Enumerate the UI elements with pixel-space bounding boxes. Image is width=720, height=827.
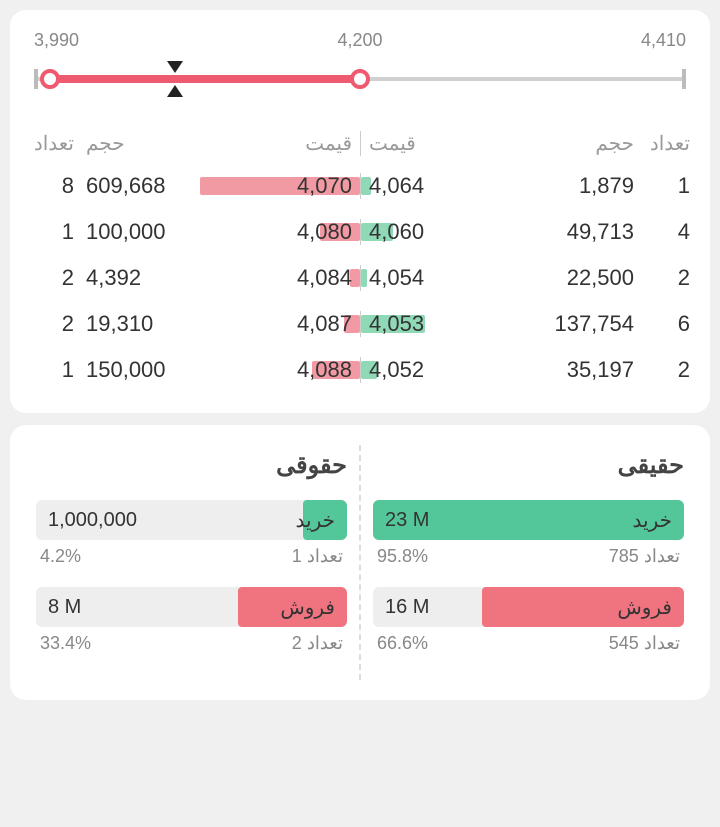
order-book-row[interactable]: 8609,668 4,070 4,064 1,8791 [30, 163, 690, 209]
legal-column: حقوقی 1,000,000 خرید 4.2% تعداد 1 8 M فر… [30, 445, 353, 680]
buy-volume: 1,879 [520, 173, 640, 199]
trader-type-card: حقوقی 1,000,000 خرید 4.2% تعداد 1 8 M فر… [10, 425, 710, 700]
sell-count: 2 [30, 265, 80, 291]
buy-count: 2 [640, 265, 690, 291]
sell-count: 1 [30, 357, 80, 383]
sell-volume: 100,000 [80, 219, 200, 245]
sell-price-cell: 4,088 [200, 357, 360, 383]
header-sell-price: قیمت [200, 131, 360, 156]
slider-tick-left [34, 69, 38, 89]
sell-volume: 19,310 [80, 311, 200, 337]
header-buy-vol: حجم [520, 131, 640, 156]
real-buy-sub: 95.8% تعداد 785 [373, 546, 684, 567]
order-book-header: تعداد حجم قیمت قیمت حجم تعداد [30, 123, 690, 163]
sell-price: 4,084 [297, 265, 352, 290]
buy-bar [361, 269, 367, 287]
sell-price-cell: 4,087 [200, 311, 360, 337]
sell-label: فروش [280, 595, 335, 620]
order-book-row[interactable]: 1150,000 4,088 4,052 35,1972 [30, 347, 690, 393]
column-separator [359, 445, 361, 680]
order-book: تعداد حجم قیمت قیمت حجم تعداد 8609,668 4,… [30, 123, 690, 393]
sell-price: 4,070 [297, 173, 352, 198]
legal-sell-bar: 8 M فروش [36, 587, 347, 627]
buy-price: 4,054 [369, 265, 424, 290]
real-buy-bar: 23 M خرید [373, 500, 684, 540]
real-column: حقیقی 23 M خرید 95.8% تعداد 785 16 M فرو… [367, 445, 690, 680]
slider-handle-right[interactable] [350, 69, 370, 89]
sell-price-cell: 4,084 [200, 265, 360, 291]
slider-marker-up-icon [167, 85, 183, 97]
buy-volume: 49,713 [520, 219, 640, 245]
buy-price: 4,060 [369, 219, 424, 244]
sell-price-cell: 4,080 [200, 219, 360, 245]
trader-type-panel: حقوقی 1,000,000 خرید 4.2% تعداد 1 8 M فر… [30, 445, 690, 680]
real-sell-count: تعداد 545 [609, 633, 680, 654]
slider-tick-right [682, 69, 686, 89]
legal-sell-value: 8 M [48, 596, 81, 619]
real-sell-pct: 66.6% [377, 633, 428, 654]
slider-mid-label: 4,200 [337, 30, 382, 51]
header-buy-price: قیمت [360, 131, 520, 156]
legal-buy-pct: 4.2% [40, 546, 81, 567]
sell-volume: 609,668 [80, 173, 200, 199]
header-buy-count: تعداد [640, 131, 690, 156]
buy-label: خرید [296, 508, 335, 533]
price-range-slider[interactable] [30, 59, 690, 103]
real-sell-bar: 16 M فروش [373, 587, 684, 627]
slider-handle-left[interactable] [40, 69, 60, 89]
legal-sell-count: تعداد 2 [292, 633, 343, 654]
sell-price-cell: 4,070 [200, 173, 360, 199]
real-sell-value: 16 M [385, 596, 429, 619]
buy-price-cell: 4,053 [360, 311, 520, 337]
header-sell-vol: حجم [80, 131, 200, 156]
sell-count: 2 [30, 311, 80, 337]
legal-buy-value: 1,000,000 [48, 509, 137, 532]
legal-title: حقوقی [36, 451, 347, 480]
buy-count: 2 [640, 357, 690, 383]
buy-price-cell: 4,064 [360, 173, 520, 199]
real-title: حقیقی [373, 451, 684, 480]
legal-buy-bar: 1,000,000 خرید [36, 500, 347, 540]
sell-volume: 150,000 [80, 357, 200, 383]
buy-price-cell: 4,052 [360, 357, 520, 383]
buy-count: 6 [640, 311, 690, 337]
slider-range [50, 75, 360, 83]
buy-count: 1 [640, 173, 690, 199]
buy-price-cell: 4,060 [360, 219, 520, 245]
order-book-row[interactable]: 24,3924,0844,05422,5002 [30, 255, 690, 301]
buy-label: خرید [633, 508, 672, 533]
legal-buy-count: تعداد 1 [292, 546, 343, 567]
order-book-row[interactable]: 219,310 4,087 4,053 137,7546 [30, 301, 690, 347]
sell-price: 4,087 [297, 311, 352, 336]
header-sell-count: تعداد [30, 131, 80, 156]
real-sell-sub: 66.6% تعداد 545 [373, 633, 684, 654]
legal-buy-sub: 4.2% تعداد 1 [36, 546, 347, 567]
legal-sell-sub: 33.4% تعداد 2 [36, 633, 347, 654]
slider-marker-down-icon [167, 61, 183, 73]
sell-price: 4,080 [297, 219, 352, 244]
real-buy-pct: 95.8% [377, 546, 428, 567]
sell-price: 4,088 [297, 357, 352, 382]
slider-max-label: 4,410 [641, 30, 686, 51]
real-buy-count: تعداد 785 [609, 546, 680, 567]
slider-labels: 3,990 4,200 4,410 [30, 30, 690, 59]
sell-count: 8 [30, 173, 80, 199]
buy-price: 4,053 [369, 311, 424, 336]
buy-price-cell: 4,054 [360, 265, 520, 291]
order-book-row[interactable]: 1100,000 4,080 4,060 49,7134 [30, 209, 690, 255]
buy-volume: 22,500 [520, 265, 640, 291]
sell-volume: 4,392 [80, 265, 200, 291]
sell-label: فروش [617, 595, 672, 620]
buy-volume: 137,754 [520, 311, 640, 337]
buy-count: 4 [640, 219, 690, 245]
slider-min-label: 3,990 [34, 30, 79, 51]
real-buy-value: 23 M [385, 509, 429, 532]
buy-price: 4,052 [369, 357, 424, 382]
sell-count: 1 [30, 219, 80, 245]
buy-volume: 35,197 [520, 357, 640, 383]
buy-price: 4,064 [369, 173, 424, 198]
legal-sell-pct: 33.4% [40, 633, 91, 654]
price-order-card: 3,990 4,200 4,410 تعداد حجم قیمت قیمت حج… [10, 10, 710, 413]
